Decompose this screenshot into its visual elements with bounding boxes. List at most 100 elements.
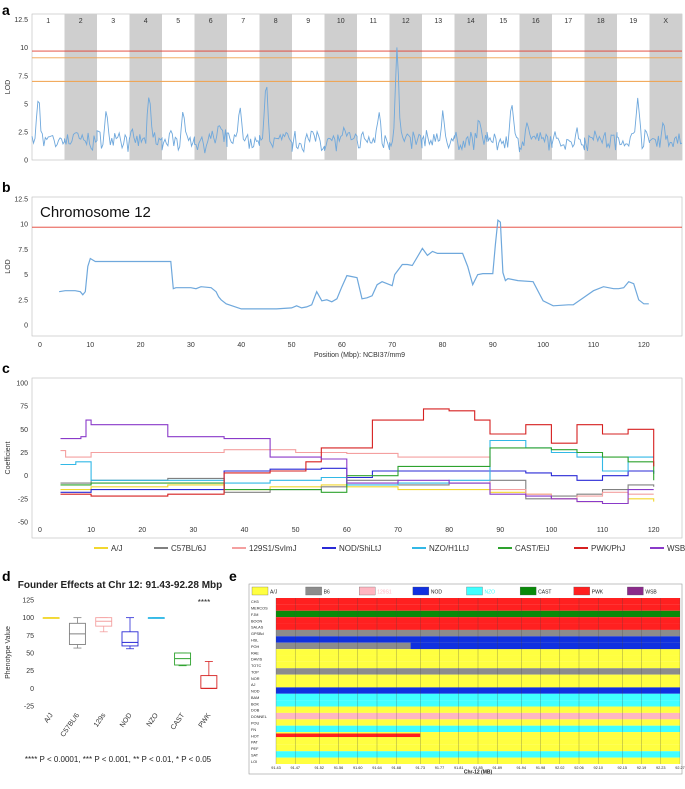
chromosome-band (584, 14, 617, 160)
panel-label-a: a (2, 2, 10, 18)
chromosome-label: 2 (79, 18, 83, 25)
y-tick-label: 0 (24, 158, 28, 165)
row-label: HOT (251, 734, 260, 738)
legend-swatch (573, 586, 590, 596)
y-tick-label: 7.5 (18, 247, 28, 254)
x-tick-label: 91.60 (353, 766, 363, 770)
legend-label: B6 (324, 590, 330, 596)
box (121, 631, 139, 647)
chromosome-label: 11 (370, 18, 377, 25)
y-tick-label: 2.5 (18, 297, 28, 304)
legend-label: A/J (111, 544, 123, 553)
x-tick-label: 120 (638, 342, 650, 349)
x-tick-label: 40 (241, 527, 249, 534)
legend-swatch (412, 586, 430, 596)
x-tick-label: 80 (439, 342, 447, 349)
y-tick-label: 0 (30, 686, 34, 693)
chromosome-label: 3 (111, 18, 115, 25)
legend-label: NOD (431, 590, 443, 596)
chromosome-label: 9 (306, 18, 310, 25)
x-tick-label: 91.47 (290, 766, 300, 770)
haplotype-segment (410, 642, 680, 650)
x-tick-label: 20 (138, 527, 146, 534)
row-label: NOR (251, 677, 260, 681)
row-label: HSL (251, 638, 258, 642)
row-label: PEF (251, 747, 259, 751)
x-tick-label: CAST (170, 712, 187, 732)
x-tick-label: 60 (338, 342, 346, 349)
legend-label: PWK/PhJ (591, 544, 625, 553)
chromosome-label: 12 (402, 18, 410, 25)
chromosome-label: 18 (597, 18, 605, 25)
panel-label-d: d (2, 568, 11, 584)
legend-label: A/J (270, 590, 278, 596)
x-tick-label: 10 (86, 342, 94, 349)
x-tick-label: 91.43 (271, 766, 281, 770)
x-tick-label: 70 (394, 527, 402, 534)
chart-title: Chromosome 12 (40, 204, 151, 221)
row-label: LOI (251, 760, 257, 764)
x-tick-label: 80 (445, 527, 453, 534)
row-label: GPSBd (251, 632, 264, 636)
row-label: POH (251, 645, 259, 649)
chromosome-label: 16 (532, 18, 540, 25)
row-label: DAVIS (251, 658, 263, 662)
x-tick-label: 92.02 (555, 766, 565, 770)
x-tick-label: 91.81 (454, 766, 464, 770)
y-tick-label: 50 (20, 427, 28, 434)
row-label: TOP (251, 670, 259, 674)
legend-label: NOD/ShiLtJ (339, 544, 381, 553)
legend-label: WSB/EiJ (667, 544, 685, 553)
legend-swatch (305, 586, 322, 596)
chromosome-label: 14 (467, 18, 475, 25)
x-tick-label: 50 (288, 342, 296, 349)
x-tick-label: 110 (597, 527, 608, 534)
plot-area (31, 196, 683, 337)
legend-swatch (466, 586, 483, 596)
haplotype-segment (276, 733, 421, 738)
coefficient-line-7 (60, 419, 654, 505)
chromosome-band (259, 14, 292, 160)
x-tick-label: 70 (388, 342, 396, 349)
row-label: TOTC (251, 664, 262, 668)
y-axis-label: Coefficient (5, 441, 12, 474)
legend-label: WSB (645, 590, 657, 596)
x-tick-label: 90 (496, 527, 504, 534)
box (95, 617, 113, 627)
y-tick-label: 12.5 (14, 197, 28, 204)
legend-label: NZO/H1LtJ (429, 544, 469, 553)
x-tick-label: 40 (237, 342, 245, 349)
row-label: MERCOS (251, 607, 268, 611)
legend-label: 129S1 (377, 590, 392, 596)
x-tick-label: 91.85 (473, 766, 483, 770)
x-tick-label: 100 (537, 342, 549, 349)
row-label: BAM (251, 696, 259, 700)
chromosome-label: 4 (144, 18, 148, 25)
x-axis-label: Chr-12 (MB) (464, 770, 493, 776)
y-axis-label: Phenotype Value (5, 626, 12, 679)
y-tick-label: 125 (22, 598, 34, 605)
y-tick-label: 0 (24, 323, 28, 330)
y-tick-label: 5 (24, 101, 28, 108)
y-tick-label: 7.5 (18, 73, 28, 80)
row-label: DONNEL (251, 715, 267, 719)
x-tick-label: NOD (119, 712, 134, 729)
row-label: FN (251, 728, 256, 732)
chromosome-label: X (663, 18, 668, 25)
y-axis-label: LOD (5, 259, 12, 273)
chromosome-label: 6 (209, 18, 213, 25)
row-label: BOON (251, 619, 262, 623)
x-tick-label: 10 (87, 527, 95, 534)
legend-label: CAST/EiJ (515, 544, 550, 553)
chromosome-label: 10 (337, 18, 345, 25)
legend-label: CAST (538, 590, 551, 596)
y-tick-label: 10 (20, 222, 28, 229)
plot-area (31, 377, 683, 539)
panel-a-genome-scan: 1 2 3 4 5 6 7 8 9 10 11 12 13 14 15 16 17 18 19 X02.557.510… (5, 13, 683, 165)
chart-title: Founder Effects at Chr 12: 91.43-92.28 M… (18, 580, 223, 591)
panel-label-c: c (2, 360, 10, 376)
x-tick-label: 91.52 (315, 766, 325, 770)
chromosome-band (64, 14, 97, 160)
x-tick-label: 91.94 (517, 766, 527, 770)
